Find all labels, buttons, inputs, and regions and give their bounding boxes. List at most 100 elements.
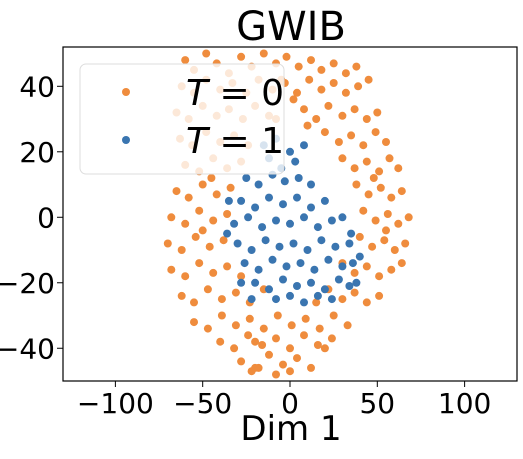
data-point-t0 <box>212 190 221 199</box>
data-point-t0 <box>362 115 371 123</box>
data-point-t1 <box>345 239 354 248</box>
data-point-t0 <box>364 75 373 84</box>
data-point-t0 <box>320 344 329 353</box>
data-point-t0 <box>273 311 282 320</box>
data-point-t1 <box>331 242 340 251</box>
legend-box <box>79 63 285 175</box>
data-point-t0 <box>258 341 267 349</box>
data-point-t0 <box>237 357 246 366</box>
data-point-t1 <box>320 285 329 294</box>
data-point-t1 <box>327 216 336 225</box>
data-point-t1 <box>265 285 273 294</box>
x-tick-label: 100 <box>438 387 491 420</box>
data-point-t0 <box>300 105 308 114</box>
data-point-t1 <box>268 255 277 264</box>
data-point-t0 <box>223 262 232 271</box>
data-point-t1 <box>338 262 347 271</box>
data-point-t0 <box>294 62 303 71</box>
data-point-t1 <box>293 193 301 202</box>
data-point-t1 <box>355 252 364 261</box>
data-point-t0 <box>205 242 214 251</box>
data-point-t0 <box>375 272 384 281</box>
y-tick-label: 40 <box>19 70 55 103</box>
data-point-t0 <box>207 174 216 182</box>
data-point-t0 <box>312 298 321 307</box>
data-point-t0 <box>350 105 359 114</box>
data-point-t1 <box>286 291 294 300</box>
data-point-t0 <box>195 259 204 268</box>
data-point-t1 <box>289 239 298 248</box>
data-point-t0 <box>397 187 406 196</box>
data-point-t1 <box>223 229 232 238</box>
data-point-t0 <box>334 138 343 146</box>
x-axis-ticks: −100 −50 0 50 100 <box>77 381 491 420</box>
data-point-t1 <box>347 229 356 238</box>
data-point-t1 <box>233 239 242 248</box>
data-point-t1 <box>286 219 294 228</box>
data-point-t0 <box>394 219 403 228</box>
data-point-t0 <box>237 52 246 61</box>
data-point-t0 <box>259 49 268 58</box>
x-tick-label: 0 <box>281 387 299 420</box>
data-point-t0 <box>368 242 377 251</box>
data-point-t1 <box>348 259 357 268</box>
data-point-t0 <box>191 232 200 241</box>
x-tick-label: −100 <box>77 387 154 420</box>
data-point-t1 <box>261 236 270 245</box>
data-point-t0 <box>362 157 371 166</box>
data-point-t0 <box>390 246 399 254</box>
data-point-t0 <box>343 321 352 330</box>
legend-equals: = <box>208 121 261 162</box>
data-point-t0 <box>362 298 371 307</box>
data-point-t1 <box>254 180 263 189</box>
data-point-t1 <box>307 203 315 212</box>
data-point-t0 <box>362 262 371 271</box>
data-point-t0 <box>195 206 204 215</box>
data-point-t0 <box>251 337 260 346</box>
y-tick-label: 20 <box>19 136 55 169</box>
legend-value: 1 <box>261 121 284 162</box>
data-point-t1 <box>240 259 249 268</box>
data-point-t1 <box>224 196 233 205</box>
data-point-t0 <box>209 216 218 225</box>
legend-variable: T <box>186 121 211 162</box>
data-point-t0 <box>371 216 380 225</box>
y-tick-label: 0 <box>37 201 55 234</box>
data-point-t0 <box>203 324 212 333</box>
data-point-t0 <box>317 85 326 94</box>
data-point-t1 <box>280 177 289 186</box>
data-point-t0 <box>223 210 232 218</box>
data-point-t0 <box>202 49 211 58</box>
data-point-t0 <box>373 108 382 117</box>
data-point-t0 <box>359 141 368 150</box>
data-point-t0 <box>350 164 359 173</box>
data-point-t1 <box>237 278 246 287</box>
data-point-t0 <box>265 350 273 359</box>
data-point-t0 <box>385 154 394 163</box>
legend-marker <box>122 88 130 96</box>
data-point-t1 <box>247 246 256 254</box>
data-point-t1 <box>279 200 287 209</box>
data-point-t0 <box>341 88 350 97</box>
data-point-t1 <box>254 265 263 274</box>
data-point-t1 <box>303 246 312 254</box>
data-point-t0 <box>293 354 301 363</box>
data-point-t1 <box>244 213 253 222</box>
data-point-t0 <box>226 183 235 192</box>
data-point-t0 <box>387 265 396 274</box>
data-point-t1 <box>296 259 305 268</box>
data-point-t0 <box>181 219 190 228</box>
data-point-t0 <box>286 344 294 353</box>
data-point-t0 <box>237 272 246 281</box>
data-point-t0 <box>167 265 176 274</box>
data-point-t1 <box>247 295 256 304</box>
y-tick-label: −20 <box>0 267 55 300</box>
data-point-t0 <box>382 138 390 146</box>
data-point-t1 <box>294 174 303 182</box>
data-point-t0 <box>383 210 392 218</box>
data-point-t0 <box>307 56 315 65</box>
data-point-t0 <box>307 363 315 372</box>
data-point-t0 <box>347 131 356 140</box>
data-point-t1 <box>352 278 361 287</box>
data-point-t0 <box>327 334 336 343</box>
